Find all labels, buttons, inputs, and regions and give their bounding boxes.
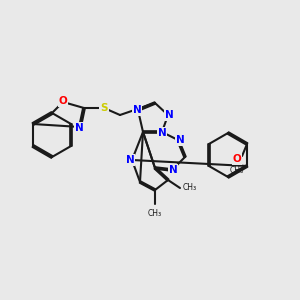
- Text: N: N: [133, 105, 141, 115]
- Text: N: N: [165, 110, 173, 120]
- Text: N: N: [75, 123, 83, 133]
- Text: O: O: [233, 154, 242, 164]
- Text: O: O: [58, 96, 68, 106]
- Text: CH₃: CH₃: [230, 166, 244, 175]
- Text: N: N: [126, 155, 134, 165]
- Text: N: N: [169, 165, 177, 175]
- Text: CH₃: CH₃: [183, 182, 197, 191]
- Text: CH₃: CH₃: [148, 209, 162, 218]
- Text: N: N: [176, 135, 184, 145]
- Text: S: S: [100, 103, 108, 113]
- Text: N: N: [158, 128, 166, 138]
